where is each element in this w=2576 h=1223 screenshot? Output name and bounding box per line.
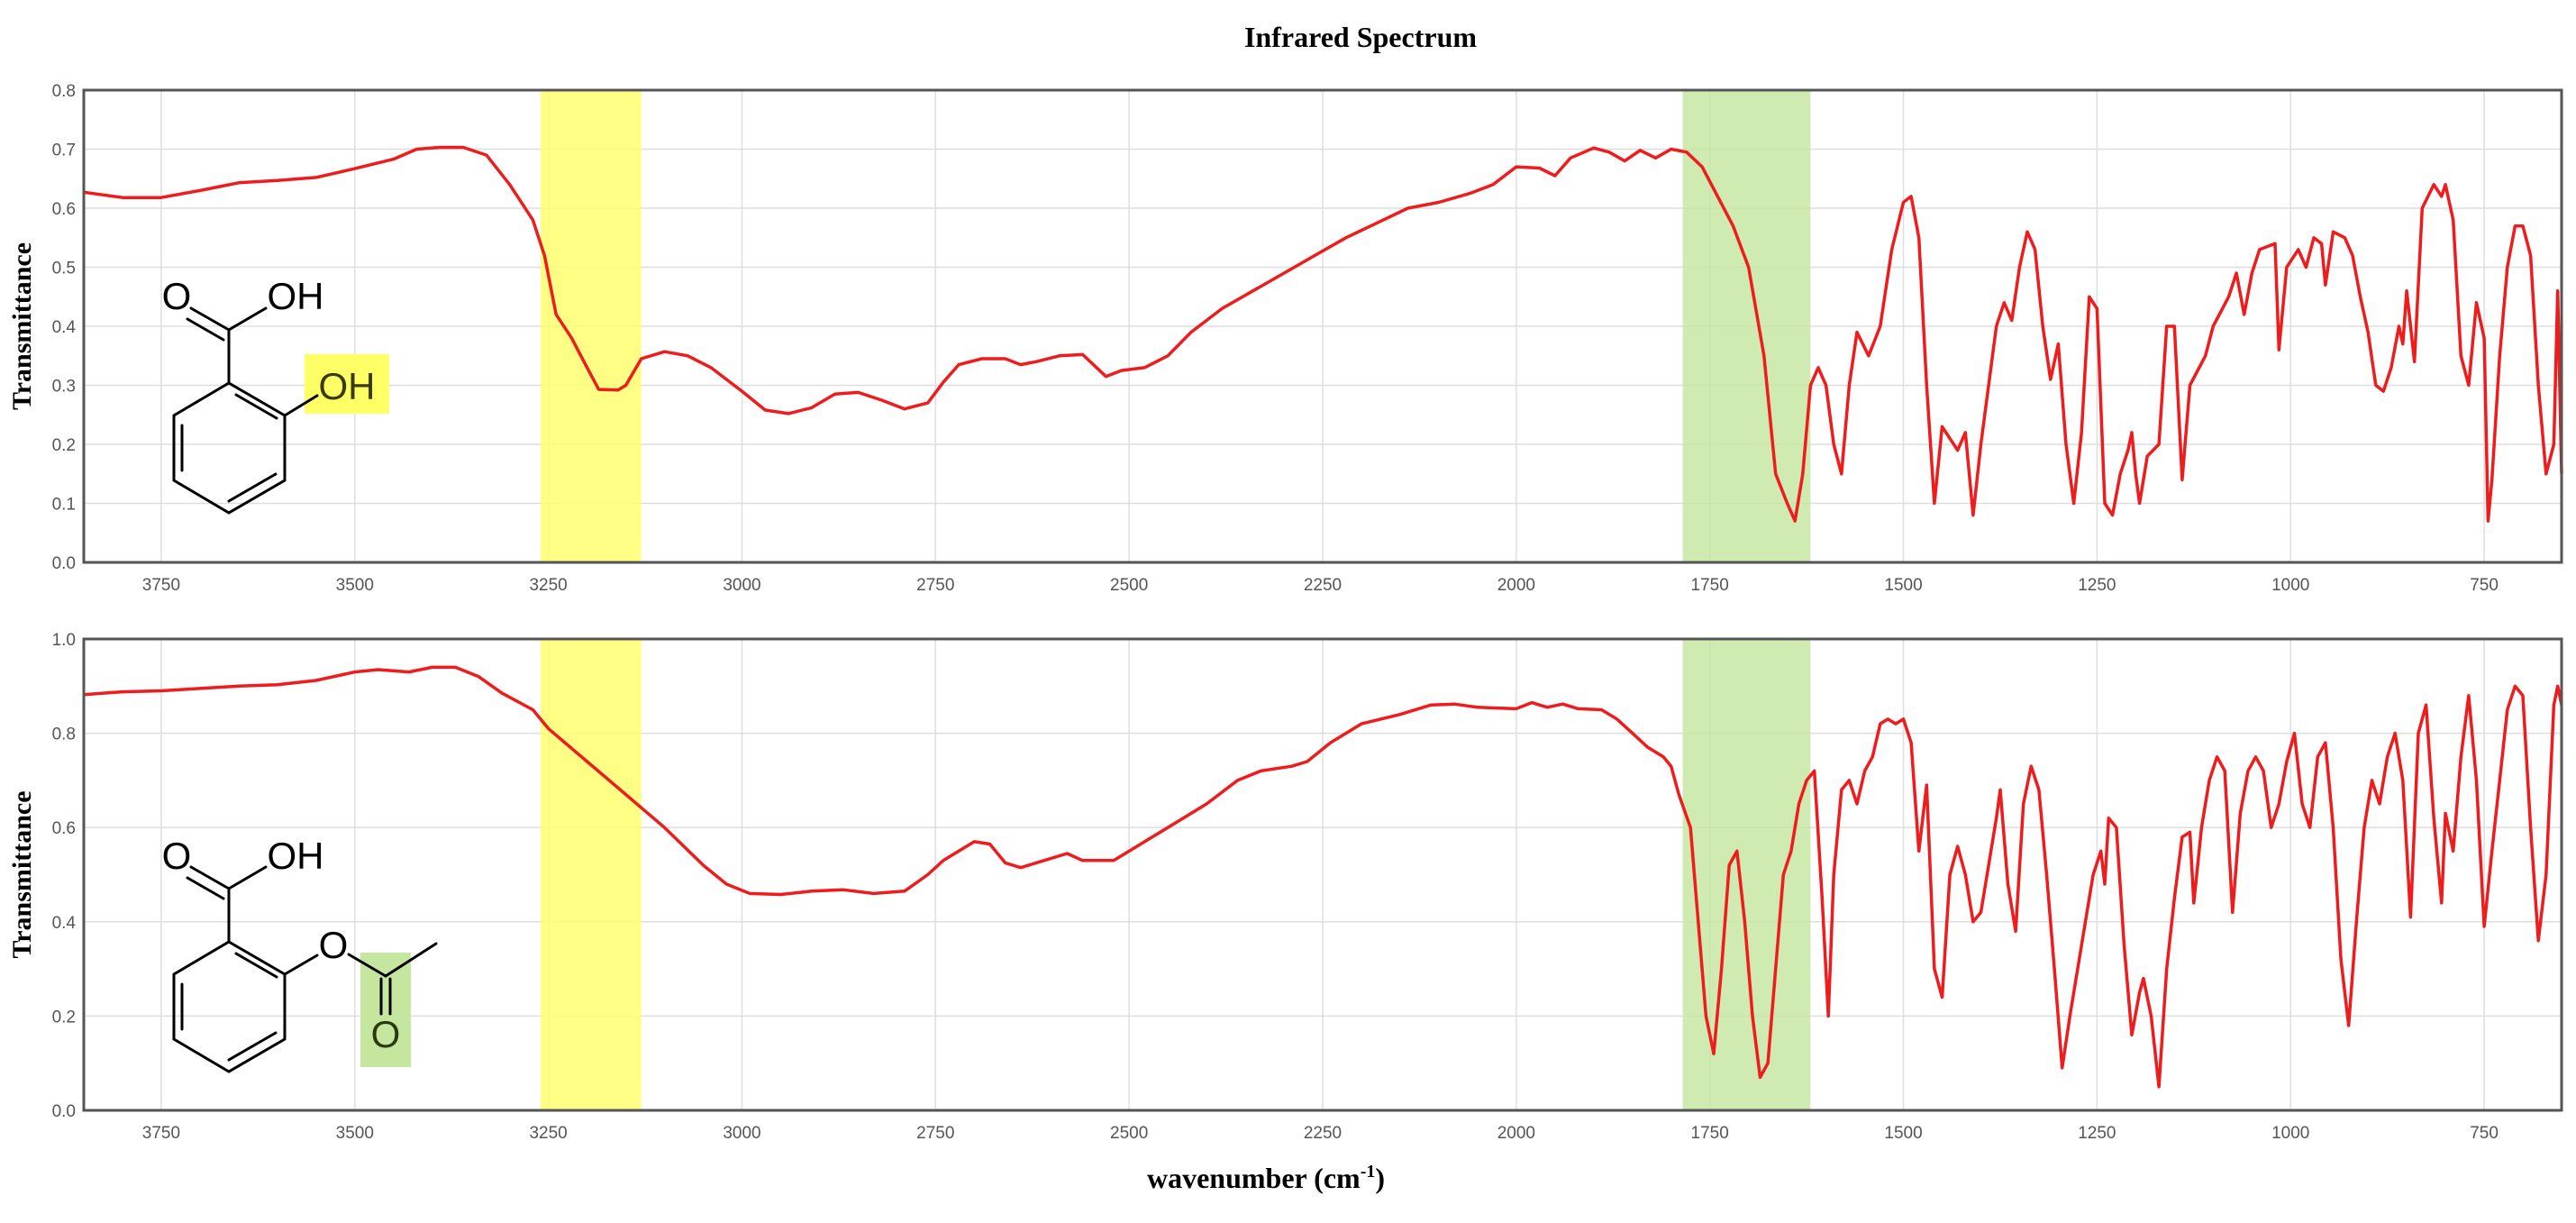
y-tick-label: 0.0 (52, 1102, 76, 1121)
x-tick-label: 2250 (1304, 1124, 1342, 1143)
y-tick-label: 0.4 (52, 318, 77, 337)
x-tick-label: 2500 (1110, 576, 1148, 595)
x-tick-label: 1250 (2078, 576, 2116, 595)
x-tick-label: 2750 (916, 1124, 954, 1143)
hydroxyl-highlight (305, 354, 389, 414)
spectrum-panel-top: 3750 3500 3250 3000 2750 2500 2250 2000 1750 1500… (7, 82, 2563, 595)
x-tick-label: 2000 (1497, 576, 1535, 595)
carbonyl-o-label: O (162, 835, 192, 877)
y-tick-label: 0.1 (52, 496, 76, 515)
y-tick-label: 0.8 (52, 726, 76, 744)
spectrum-panel-bottom: 3750 3500 3250 3000 2750 2500 2250 2000 1750 1500… (7, 631, 2563, 1143)
x-tick-label: 3500 (336, 576, 374, 595)
y-tick-label: 0.6 (52, 819, 76, 838)
y-axis-label: Transmittance (7, 242, 37, 410)
x-tick-label: 3000 (723, 1124, 760, 1143)
spectrum-line (83, 665, 2563, 1089)
x-tick-label: 2000 (1497, 1124, 1535, 1143)
y-tick-label: 0.6 (52, 200, 76, 219)
y-tick-label: 0.5 (52, 260, 76, 278)
phenol-oh-label: OH (319, 365, 376, 407)
x-axis-label-superscript: -1 (1361, 1162, 1376, 1182)
x-tick-label: 2250 (1304, 576, 1342, 595)
y-tick-label: 0.7 (52, 141, 76, 160)
x-tick-label: 3500 (336, 1124, 374, 1143)
y-tick-label: 0.2 (52, 1008, 76, 1027)
y-tick-label: 0.4 (52, 914, 77, 933)
acetylsalicylic-acid-structure: O OH O O (162, 835, 438, 1073)
x-tick-label: 3000 (723, 576, 760, 595)
y-axis-label: Transmittance (7, 790, 37, 958)
ester-carbonyl-highlight (360, 953, 411, 1067)
x-axis-label-close: ) (1375, 1162, 1385, 1194)
x-tick-label: 750 (2470, 1124, 2499, 1143)
x-tick-label: 1500 (1884, 1124, 1922, 1143)
ester-o-label: O (319, 924, 349, 966)
x-tick-label: 2750 (916, 576, 954, 595)
plot-frame (82, 637, 2563, 1112)
x-tick-label: 1000 (2271, 576, 2309, 595)
y-tick-label: 0.2 (52, 436, 76, 455)
x-tick-label: 1500 (1884, 576, 1922, 595)
highlight-band (1682, 90, 1811, 562)
highlight-band (1682, 639, 1811, 1110)
spectrum-line (83, 145, 2563, 523)
chart-title: Infrared Spectrum (1244, 21, 1477, 53)
x-axis-label: wavenumber (cm-1) (1147, 1162, 1385, 1194)
y-tick-label: 0.0 (52, 554, 76, 573)
plot-frame (82, 88, 2563, 564)
x-tick-label: 750 (2470, 576, 2499, 595)
x-tick-label: 2500 (1110, 1124, 1148, 1143)
x-tick-label: 3250 (529, 1124, 567, 1143)
highlight-band (541, 639, 642, 1110)
x-tick-label: 3750 (142, 1124, 180, 1143)
y-tick-label: 0.3 (52, 378, 76, 397)
carbonyl-o-label: O (162, 275, 192, 317)
x-tick-label: 1000 (2271, 1124, 2309, 1143)
acid-oh-label: OH (268, 275, 324, 317)
x-tick-label: 1750 (1691, 576, 1729, 595)
y-tick-label: 0.8 (52, 82, 76, 101)
x-axis-label-main: wavenumber (cm (1147, 1162, 1361, 1194)
y-tick-label: 1.0 (52, 631, 76, 650)
x-tick-label: 3250 (529, 576, 567, 595)
x-tick-label: 1250 (2078, 1124, 2116, 1143)
highlight-band (541, 90, 642, 562)
x-tick-label: 3750 (142, 576, 180, 595)
ester-carbonyl-o-label: O (371, 1013, 401, 1055)
salicylic-acid-structure: O OH OH (162, 275, 389, 515)
acid-oh-label: OH (268, 835, 324, 877)
x-tick-label: 1750 (1691, 1124, 1729, 1143)
